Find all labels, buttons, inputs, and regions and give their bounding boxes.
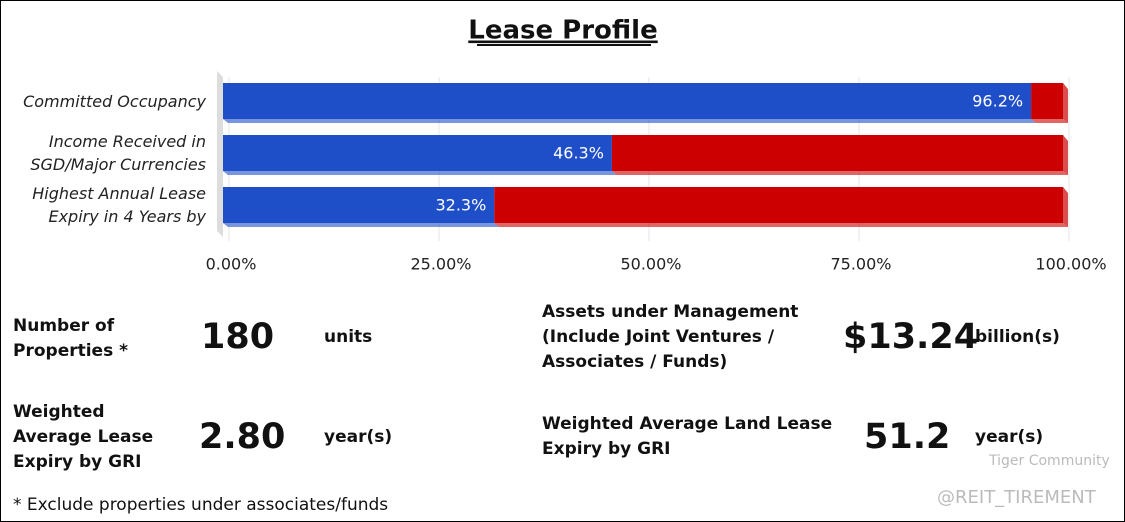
x-tick-label: 75.00%	[830, 255, 891, 274]
stat-label: Number of Properties *	[13, 316, 129, 361]
stat-label: Assets under Management (Include Joint V…	[542, 302, 799, 372]
bar-segment	[611, 135, 1063, 171]
value-label: 32.3%	[435, 196, 486, 215]
chart: Lease Profile 0.00% 25.00% 50.00% 75.00% 100…	[206, 16, 1107, 274]
category-label: Highest Annual Lease Expiry in 4 Years b…	[32, 184, 206, 226]
stat-value: 180	[201, 317, 275, 357]
x-tick-label: 50.00%	[620, 255, 681, 274]
stat-value: 2.80	[199, 417, 286, 457]
value-label: 46.3%	[553, 144, 604, 163]
watermark-handle: @REIT_TIREMENT	[937, 487, 1096, 508]
bar-segment-bottom	[223, 223, 500, 227]
bar-end-side	[1063, 83, 1068, 123]
category-label: Income Received in SGD/Major Currencies	[30, 132, 206, 174]
stat-value: $13.24	[843, 317, 979, 357]
stat-unit: year(s)	[324, 427, 393, 447]
bar-segment-bottom	[1031, 119, 1068, 123]
stat-label: Weighted Average Land Lease Expiry by GR…	[542, 414, 833, 459]
bar-end-side	[1063, 135, 1068, 175]
chart-title: Lease Profile	[468, 16, 657, 46]
bar-segment-bottom	[223, 171, 617, 175]
axis-wall	[217, 71, 223, 237]
x-tick-label: 25.00%	[410, 255, 471, 274]
bar-segment-bottom	[494, 223, 1068, 227]
bar-segment	[223, 135, 612, 171]
category-label: Committed Occupancy	[23, 91, 206, 111]
bar-segment-bottom	[223, 119, 1037, 123]
stat-unit: year(s)	[975, 427, 1044, 447]
x-tick-label: 0.00%	[206, 255, 257, 274]
x-tick-label: 100.00%	[1035, 255, 1106, 274]
stat-unit: units	[324, 327, 373, 347]
watermark-brand: Tiger Community	[989, 453, 1110, 469]
stat-unit: billion(s)	[975, 327, 1060, 347]
stat-label: Weighted Average Lease Expiry by GRI	[13, 402, 154, 472]
bar-segment	[494, 187, 1063, 223]
footnote: * Exclude properties under associates/fu…	[13, 495, 389, 515]
stat-value: 51.2	[864, 417, 951, 457]
bar-segment	[1031, 83, 1063, 119]
bar-end-side	[1063, 187, 1068, 227]
bar-segment-bottom	[611, 171, 1068, 175]
value-label: 96.2%	[972, 92, 1023, 111]
bar-segment	[223, 187, 495, 223]
bar-segment	[223, 83, 1032, 119]
